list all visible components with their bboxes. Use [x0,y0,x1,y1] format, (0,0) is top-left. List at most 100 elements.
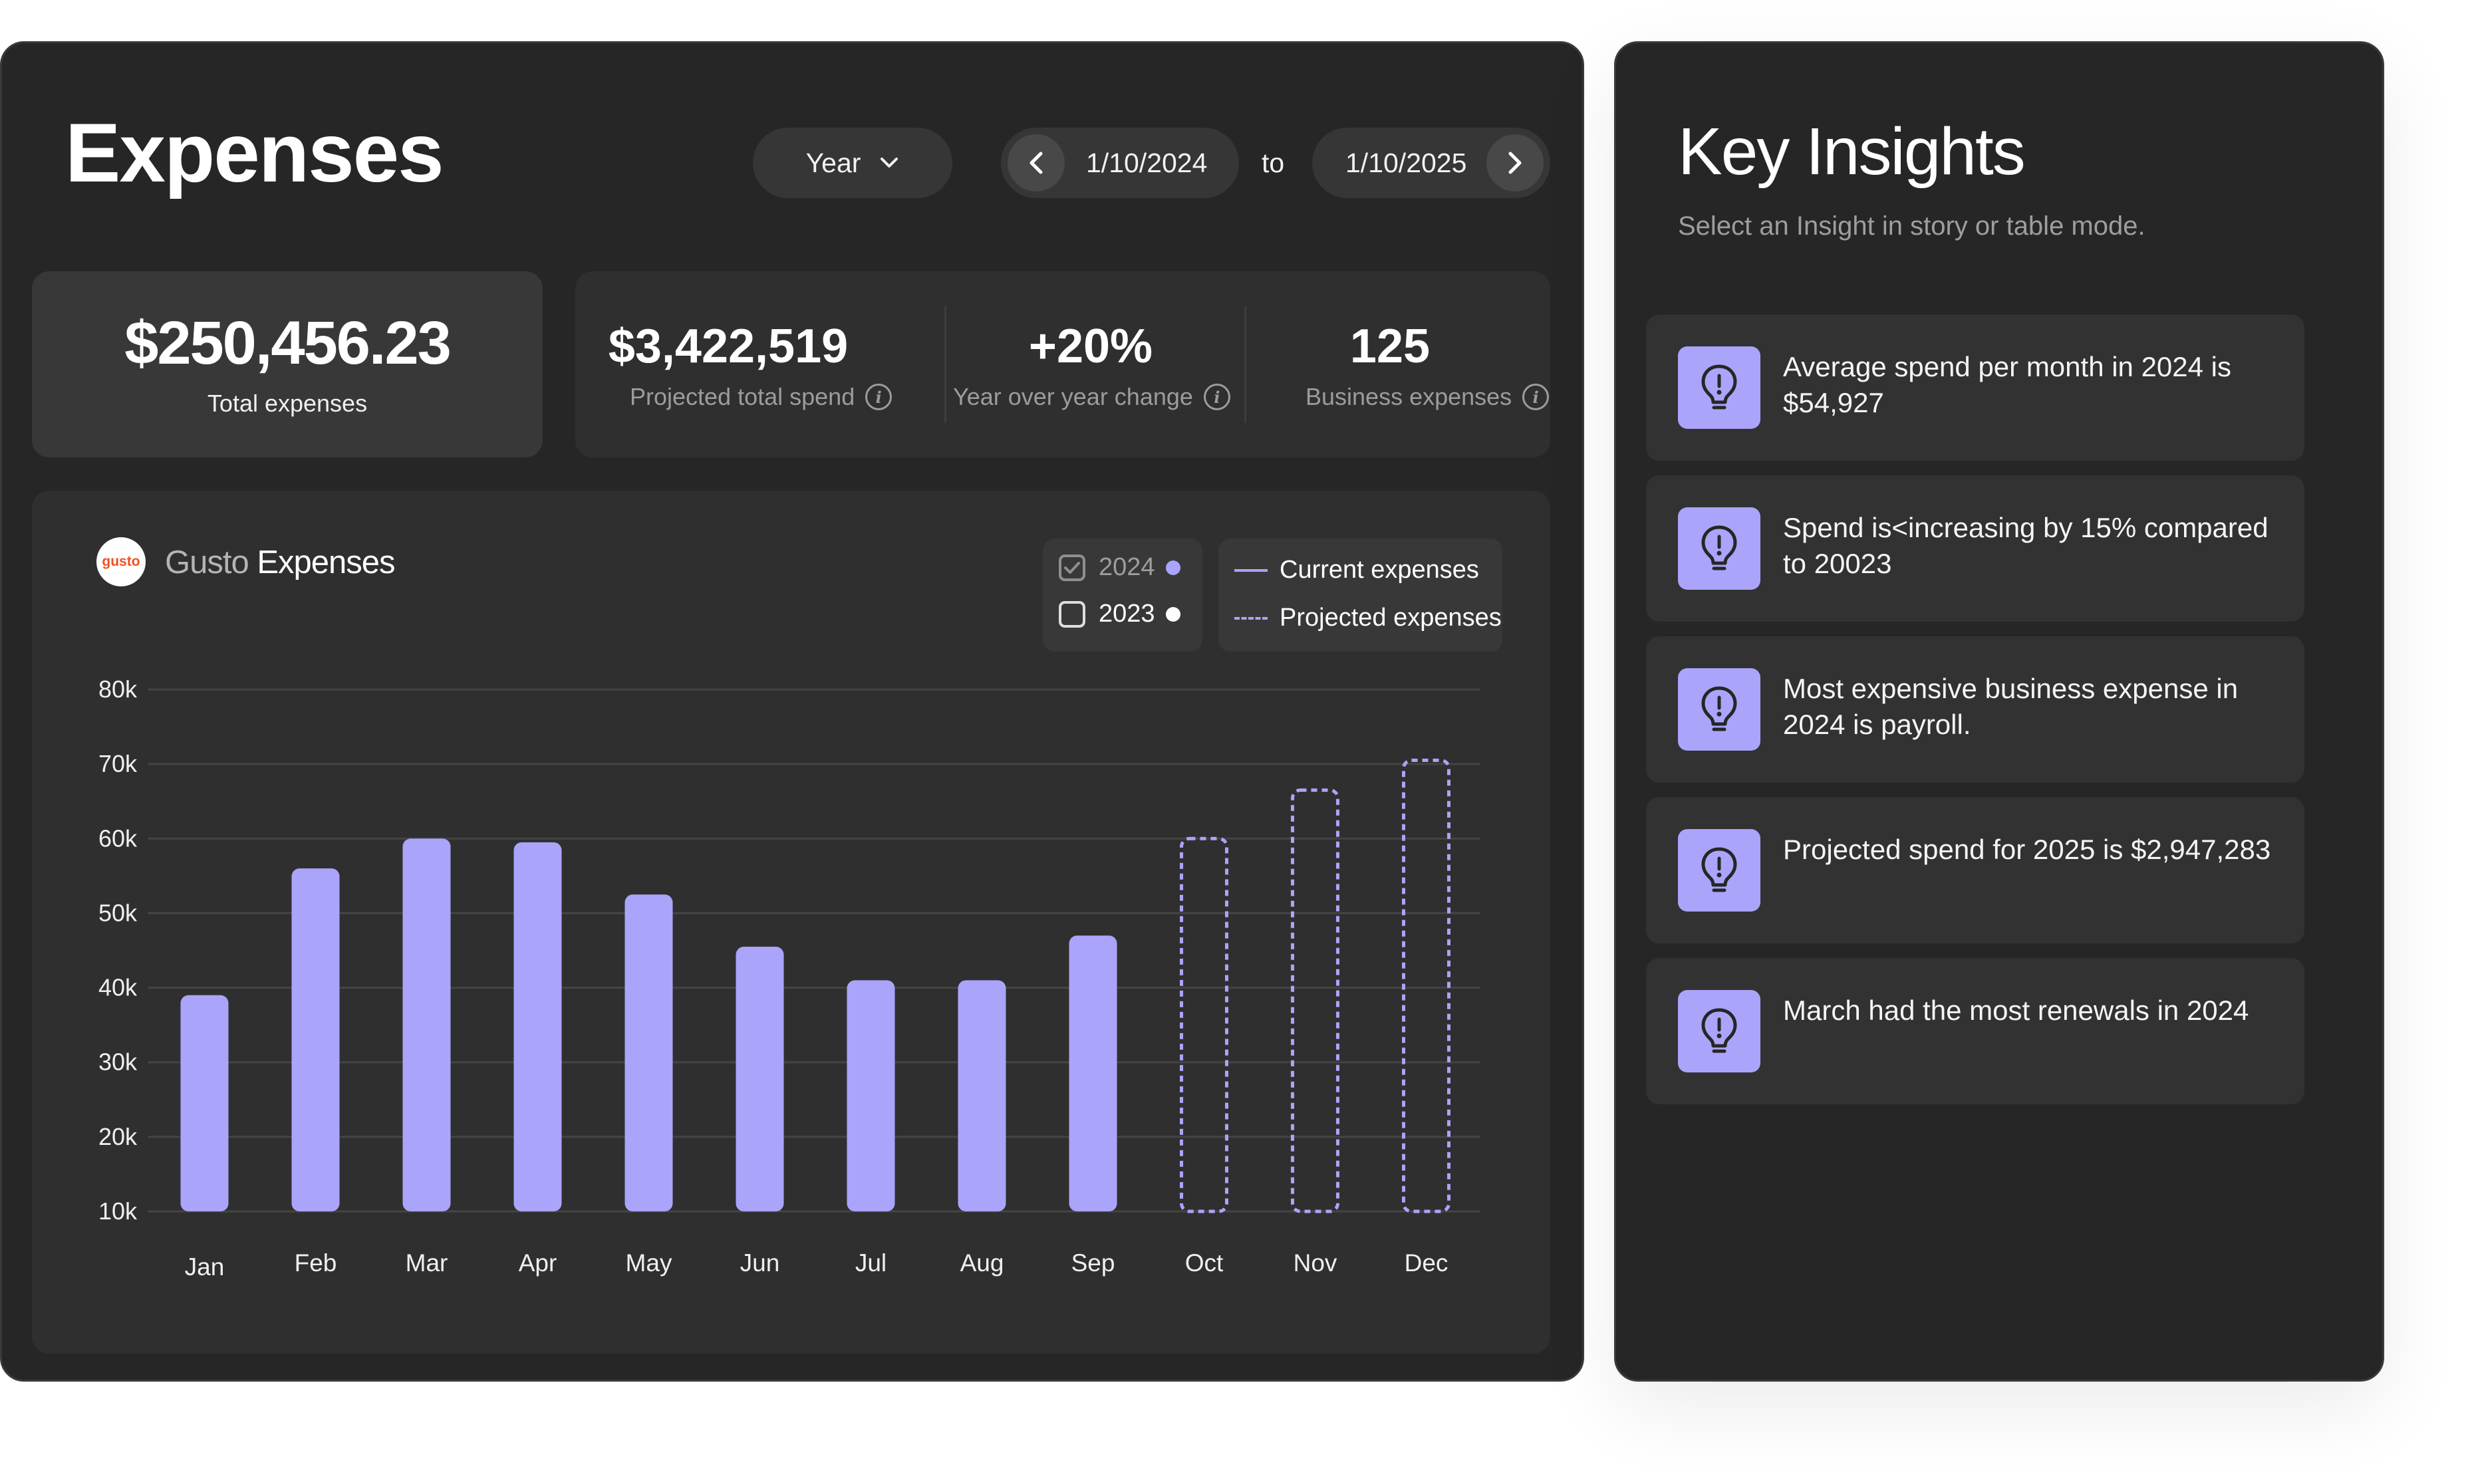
x-tick-label: Sep [1071,1249,1115,1277]
checkbox-checked-icon[interactable] [1059,554,1085,581]
info-icon[interactable]: i [1522,384,1550,410]
bar-sep[interactable] [1069,935,1117,1211]
insight-card[interactable]: Spend is<increasing by 15% compared to 2… [1646,475,2304,622]
total-expenses-value: $250,456.23 [124,309,452,377]
insight-card[interactable]: March had the most renewals in 2024 [1646,958,2304,1104]
insight-card[interactable]: Average spend per month in 2024 is $54,9… [1646,314,2304,461]
series-dot-icon [1165,606,1180,622]
bar-apr[interactable] [513,842,562,1211]
x-tick-label: Jul [855,1249,887,1277]
y-tick-label: 80k [98,676,138,703]
legend-item-current: Current expenses [1234,556,1479,584]
stat-divider [1244,306,1246,423]
stats-card: $3,422,519 Projected total spend i +20% … [575,271,1550,457]
projected-spend-value: $3,422,519 [608,320,849,373]
lightbulb-icon [1678,990,1760,1072]
bar-feb[interactable] [291,868,340,1211]
yoy-change-value: +20% [1028,320,1153,373]
projected-bar-dec[interactable] [1402,759,1450,1213]
checkbox-unchecked-icon[interactable] [1059,600,1085,628]
insights-subtitle: Select an Insight in story or table mode… [1678,211,2145,241]
previous-period-button[interactable] [1008,134,1065,191]
legend-item-2024[interactable]: 2024 [1059,553,1180,582]
insight-text: March had the most renewals in 2024 [1783,995,2249,1026]
chevron-down-icon [881,158,898,168]
insight-text: Projected spend for 2025 is $2,947,283 [1783,834,2271,865]
legend-year-label: 2023 [1099,600,1155,628]
insight-card[interactable]: Most expensive business expense in 2024 … [1646,636,2304,783]
projected-spend-label: Projected total spend i [630,383,893,411]
insight-text: Average spend per month in 2024 is $54,9… [1783,351,2232,418]
date-start-field[interactable]: 1/10/2024 [1001,128,1239,198]
lightbulb-icon [1678,668,1760,751]
gusto-logo: gusto [96,537,146,586]
bar-aug[interactable] [958,980,1006,1211]
bar-jan[interactable] [180,995,229,1211]
legend-line-label: Projected expenses [1280,604,1502,632]
legend-line-label: Current expenses [1280,556,1479,584]
chart-title-brand: Gusto [165,545,249,580]
x-tick-label: Aug [960,1249,1004,1277]
chevron-right-icon [1508,152,1522,174]
x-tick-label: Oct [1185,1249,1224,1277]
period-select[interactable]: Year [753,128,952,198]
x-tick-label: Mar [406,1249,448,1277]
date-range-separator: to [1262,148,1285,178]
x-tick-label: May [626,1249,672,1277]
business-expenses-label-text: Business expenses [1306,383,1512,410]
x-tick-label: Jun [740,1249,780,1277]
y-tick-label: 50k [98,899,138,926]
x-tick-label: Feb [295,1249,337,1277]
date-start-value: 1/10/2024 [1086,147,1208,178]
insight-card[interactable]: Projected spend for 2025 is $2,947,283 [1646,797,2304,943]
total-expenses-card: $250,456.23 Total expenses [32,271,543,457]
info-icon[interactable]: i [865,384,893,410]
date-end-value: 1/10/2025 [1345,147,1467,178]
stat-divider [944,306,946,423]
series-dot-icon [1165,560,1180,575]
lightbulb-icon [1678,346,1760,429]
yoy-change-label: Year over year change i [953,383,1230,411]
y-tick-label: 70k [98,750,138,777]
lightbulb-icon [1678,507,1760,590]
legend-year-label: 2024 [1099,553,1155,581]
y-tick-label: 30k [98,1049,138,1076]
x-tick-label: Jan [185,1253,225,1281]
bar-jul[interactable] [847,980,895,1211]
insight-text: Most expensive business expense in 2024 … [1783,673,2239,740]
x-tick-label: Dec [1405,1249,1448,1277]
lightbulb-icon [1678,829,1760,912]
chart-title-text: Expenses [257,545,395,580]
period-select-value: Year [805,147,861,178]
y-tick-label: 20k [98,1123,138,1150]
x-tick-label: Nov [1294,1249,1337,1277]
insight-text: Spend is<increasing by 15% compared to 2… [1783,512,2268,579]
solid-line-icon [1234,568,1268,572]
y-tick-label: 40k [98,974,138,1001]
projected-bar-oct[interactable] [1180,836,1228,1213]
insights-title: Key Insights [1678,114,2026,189]
line-legend: Current expenses Projected expenses [1218,539,1502,652]
y-tick-label: 10k [98,1197,138,1225]
dashed-line-icon [1234,616,1268,620]
bar-jun[interactable] [736,946,784,1211]
y-tick-label: 60k [98,824,138,852]
date-end-field[interactable]: 1/10/2025 [1312,128,1550,198]
projected-spend-label-text: Projected total spend [630,383,855,410]
next-period-button[interactable] [1486,134,1544,191]
year-legend: 2024 2023 [1043,539,1202,652]
projected-bar-nov[interactable] [1291,788,1339,1213]
info-icon[interactable]: i [1203,384,1230,410]
legend-item-2023[interactable]: 2023 [1059,600,1180,628]
legend-item-projected: Projected expenses [1234,604,1502,632]
chart-title: Gusto Expenses [165,544,396,581]
yoy-change-label-text: Year over year change [953,383,1193,410]
x-tick-label: Apr [519,1249,557,1277]
chevron-left-icon [1030,152,1043,174]
business-expenses-value: 125 [1349,320,1431,373]
total-expenses-label: Total expenses [207,390,368,417]
bar-mar[interactable] [402,838,451,1211]
bar-may[interactable] [624,894,673,1211]
page-title: Expenses [65,107,444,199]
